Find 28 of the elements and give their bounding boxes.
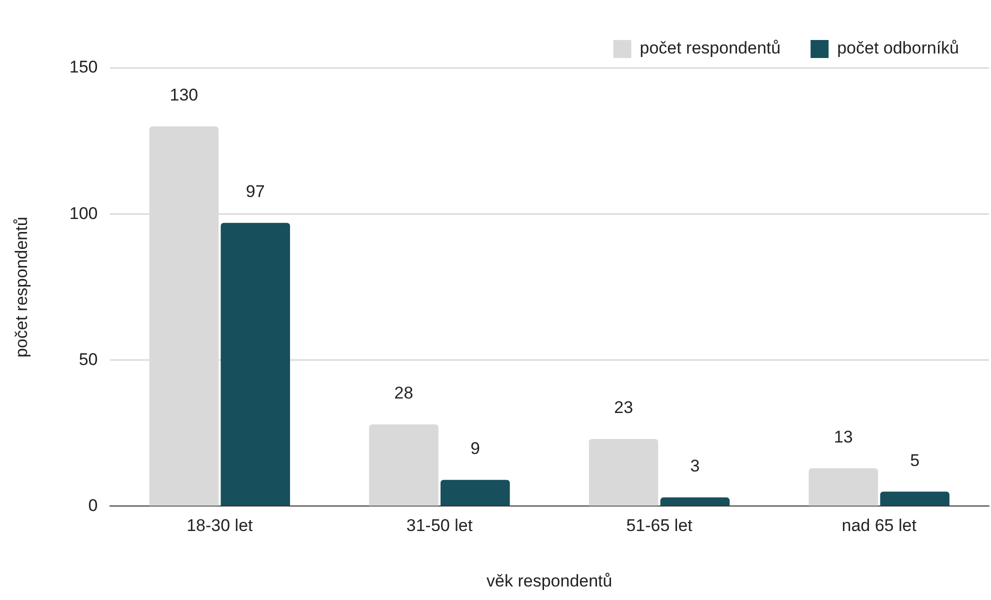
data-label: 28 — [394, 384, 414, 403]
data-label: 9 — [470, 439, 480, 458]
bar — [588, 439, 658, 506]
data-label: 5 — [910, 450, 920, 470]
legend-label: počet odborníků — [837, 38, 959, 58]
x-tick-label: 18-30 let — [186, 516, 254, 536]
y-tick-label: 100 — [69, 204, 98, 223]
bar — [880, 492, 950, 506]
x-tick-label: 31-50 let — [406, 516, 473, 536]
bar — [220, 222, 290, 506]
x-tick-label: nad 65 let — [842, 516, 917, 536]
bar — [808, 468, 878, 506]
data-label: 3 — [690, 456, 700, 476]
data-label: 97 — [246, 182, 265, 202]
bar — [369, 424, 438, 506]
data-label: 13 — [834, 427, 853, 446]
y-tick-label: 0 — [88, 496, 98, 515]
y-tick-label: 50 — [78, 350, 98, 369]
bar — [440, 480, 510, 506]
legend-label: počet respondentů — [640, 38, 781, 58]
x-tick-label: 51-65 let — [626, 516, 693, 536]
data-label: 130 — [170, 86, 198, 105]
x-axis-title: věk respondentů — [486, 571, 612, 590]
data-label: 23 — [614, 398, 634, 418]
bar — [660, 497, 730, 506]
bar — [149, 126, 219, 506]
y-tick-label: 150 — [69, 58, 98, 77]
y-axis-title: počet respondentů — [12, 216, 31, 358]
